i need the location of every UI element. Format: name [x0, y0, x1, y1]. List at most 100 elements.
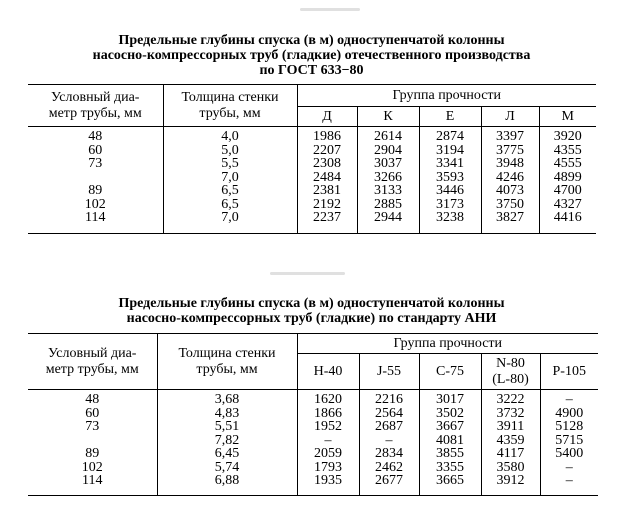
depth-value-cell: 2308: [313, 156, 341, 171]
table1-title-line-3: по ГОСТ 633−80: [259, 63, 364, 78]
diameter-cell: 60: [85, 405, 100, 421]
table2-header-diameter: Условный диа- метр трубы, мм: [28, 333, 158, 390]
depth-value-cell: 2904: [374, 142, 402, 158]
table1-title-line-2: насосно-компрессорных труб (гладкие) оте…: [92, 48, 531, 63]
depth-value-cell: –: [324, 432, 332, 448]
depth-value-cell: 4355: [553, 142, 582, 158]
depth-value-cell: 3173: [436, 196, 464, 212]
depth-value-cell: 1952: [314, 419, 342, 434]
depth-value-cell: 2885: [374, 196, 402, 212]
depth-value-cell: 1866: [314, 405, 342, 421]
table2-values-column: 3222 3732 3911 4359 4117 3580 3912: [480, 389, 541, 496]
table1-grade: К: [356, 106, 420, 127]
table2-header-wall: Толщина стенки трубы, мм: [156, 333, 298, 390]
table2: Условный диа- метр трубы, мм Толщина сте…: [28, 333, 598, 496]
depth-value-cell: 2614: [374, 129, 402, 144]
depth-value-cell: 4700: [553, 183, 582, 198]
depth-value-cell: 3667: [436, 419, 464, 434]
wall-thickness-cell: 6,5: [221, 183, 239, 198]
table1-wall-column: 4,0 5,0 5,5 7,0 6,5 6,5 7,0: [162, 126, 298, 234]
table1-grade: Е: [418, 106, 482, 127]
diameter-cell: 60: [88, 142, 103, 158]
table1-grade: Л: [480, 106, 540, 127]
depth-value-cell: 2874: [436, 129, 464, 144]
wall-thickness-cell: 7,0: [221, 210, 239, 225]
table2-wall-column: 3,68 4,83 5,51 7,82 6,45 5,74 6,88: [156, 389, 298, 496]
depth-value-cell: 2192: [313, 196, 341, 212]
table2-grade: C-75: [418, 353, 482, 390]
wall-thickness-cell: 4,83: [214, 405, 240, 421]
depth-value-cell: 3133: [374, 183, 402, 198]
depth-value-cell: 1620: [314, 392, 342, 407]
depth-value-cell: 3266: [374, 169, 402, 185]
depth-value-cell: 3750: [496, 196, 524, 212]
depth-value-cell: 3580: [496, 459, 525, 475]
depth-value-cell: 3732: [496, 405, 525, 421]
table2-values-column: 2216 2564 2687–2834 2462 2677: [358, 389, 420, 496]
scan-smudge-top: [300, 8, 360, 11]
table1-header-diameter: Условный диа- метр трубы, мм: [28, 84, 164, 127]
diameter-cell: 114: [85, 210, 106, 225]
depth-value-cell: 3920: [553, 129, 582, 144]
table2-title-line-1: Предельные глубины спуска (в м) одноступ…: [118, 296, 505, 311]
depth-value-cell: 2834: [375, 446, 403, 461]
diameter-cell: 73: [88, 156, 103, 171]
table1-values-column: 1986 2207 2308 2484 2381 2192 2237: [296, 126, 358, 234]
depth-value-cell: 3775: [496, 142, 524, 158]
depth-value-cell: 3912: [496, 473, 525, 488]
table1: Условный диа- метр трубы, мм Толщина сте…: [28, 84, 596, 234]
table2-title-line-2: насосно-компрессорных труб (гладкие) по …: [126, 311, 497, 326]
wall-thickness-cell: 5,51: [214, 419, 240, 434]
depth-value-cell: 5400: [555, 446, 584, 461]
table2-values-column: 3017 3502 3667 4081 3855 3355 3665: [418, 389, 482, 496]
table2-values-column: 1620 1866 1952–2059 1793 1935: [296, 389, 360, 496]
wall-thickness-cell: 4,0: [221, 129, 239, 144]
table2-grade: N-80 (L-80): [480, 353, 541, 390]
depth-value-cell: 4900: [555, 405, 584, 421]
depth-value-cell: –: [565, 473, 573, 488]
table2-diameter-column: 48 60 73 89 102 114: [28, 389, 158, 496]
depth-value-cell: 4073: [496, 183, 524, 198]
table1-header-group: Группа прочности: [296, 84, 596, 107]
table2-grade: H-40: [296, 353, 360, 390]
depth-value-cell: 3593: [436, 169, 464, 185]
depth-value-cell: 2677: [375, 473, 403, 488]
depth-value-cell: 3665: [436, 473, 464, 488]
table1-title: Предельные глубины спуска (в м) одноступ…: [0, 33, 623, 78]
table1-header-wall: Толщина стенки трубы, мм: [162, 84, 298, 127]
diameter-cell: 48: [88, 129, 103, 144]
diameter-cell: 114: [82, 473, 103, 488]
depth-value-cell: 2484: [313, 169, 341, 185]
diameter-cell: [28, 434, 157, 448]
depth-value-cell: 3446: [436, 183, 464, 198]
diameter-cell: [28, 171, 163, 185]
diameter-cell: 48: [85, 392, 100, 407]
depth-value-cell: 1986: [313, 129, 341, 144]
depth-value-cell: 4246: [496, 169, 524, 185]
wall-thickness-cell: 6,45: [214, 446, 240, 461]
depth-value-cell: 1793: [314, 459, 342, 475]
depth-value-cell: 5128: [555, 419, 584, 434]
depth-value-cell: 5715: [555, 432, 584, 448]
wall-thickness-cell: 7,82: [214, 432, 240, 448]
diameter-cell: 73: [85, 419, 100, 434]
depth-value-cell: 2564: [375, 405, 403, 421]
table1-grade: М: [538, 106, 596, 127]
table1-values-column: 3920 4355 4555 4899 4700 4327 4416: [538, 126, 596, 234]
wall-thickness-cell: 5,0: [221, 142, 239, 158]
table2-title: Предельные глубины спуска (в м) одноступ…: [0, 296, 623, 326]
depth-value-cell: 3827: [496, 210, 524, 225]
depth-value-cell: 4416: [553, 210, 582, 225]
depth-value-cell: 4327: [553, 196, 582, 212]
table2-values-column: –4900 5128 5715 5400– –: [539, 389, 598, 496]
depth-value-cell: 2462: [375, 459, 403, 475]
table1-values-column: 2614 2904 3037 3266 3133 2885 2944: [356, 126, 420, 234]
diameter-cell: 89: [85, 446, 100, 461]
depth-value-cell: 3855: [436, 446, 464, 461]
depth-value-cell: –: [385, 432, 393, 448]
table2-header-group: Группа прочности: [296, 333, 598, 354]
depth-value-cell: 4555: [553, 156, 582, 171]
table1-grade: Д: [296, 106, 358, 127]
depth-value-cell: 1935: [314, 473, 342, 488]
table1-title-line-1: Предельные глубины спуска (в м) одноступ…: [118, 33, 505, 48]
